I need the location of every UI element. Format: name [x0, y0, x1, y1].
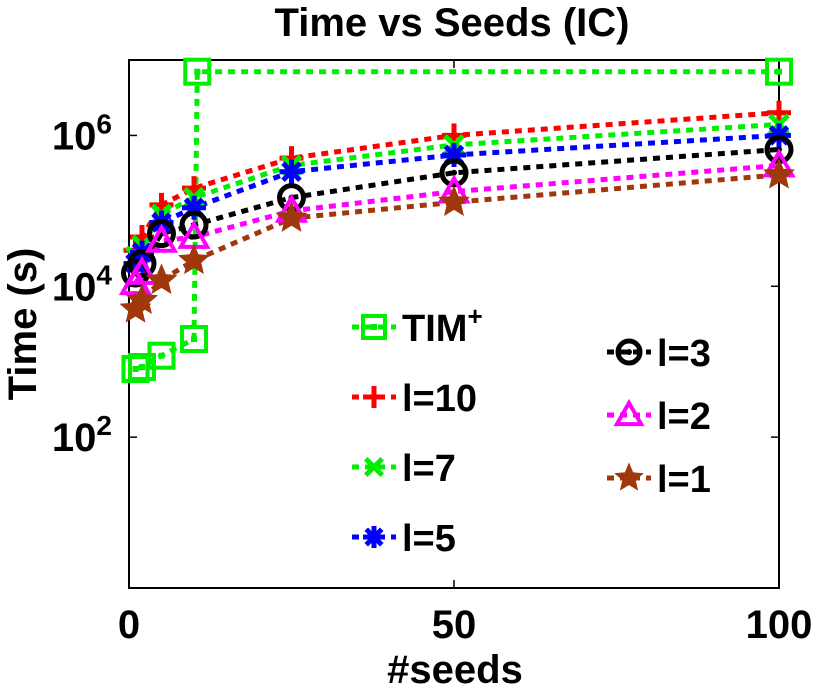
legend-label: l=3	[657, 333, 711, 375]
legend-entry: l=2	[607, 396, 711, 438]
legend-entry: l=5	[352, 518, 456, 560]
data-point	[180, 325, 208, 354]
data-point	[614, 462, 644, 491]
x-tick-label: 50	[432, 603, 477, 647]
chart-title: Time vs Seeds (IC)	[275, 1, 630, 45]
data-point	[145, 263, 178, 294]
data-point	[147, 341, 176, 370]
legend-label: l=1	[657, 459, 711, 501]
y-tick-label: 104	[52, 259, 113, 309]
data-point	[437, 185, 471, 216]
y-tick-label: 106	[52, 108, 112, 158]
data-point	[361, 314, 387, 340]
y-axis-label: Time (s)	[1, 248, 45, 401]
legend-entry: l=1	[607, 459, 711, 501]
data-point	[762, 157, 796, 189]
legend-entry: l=3	[607, 333, 711, 375]
legend: TIM+ l=10 l=7 l=5 l=3 l=2 l=1	[352, 301, 711, 560]
legend-label: l=5	[402, 518, 456, 560]
legend-entry: l=7	[352, 448, 456, 490]
data-point	[279, 159, 304, 184]
legend-entry: l=10	[352, 378, 477, 420]
data-point	[767, 100, 791, 125]
legend-label: TIM+	[402, 301, 483, 350]
data-point	[363, 386, 385, 408]
data-point	[144, 223, 179, 253]
axis-ticks: 0 50 100 102 104 106	[52, 60, 812, 647]
legend-label: l=2	[657, 396, 711, 438]
y-tick-label: 102	[52, 410, 112, 460]
series-markers	[118, 57, 796, 384]
data-point	[363, 526, 385, 548]
data-point	[363, 456, 385, 478]
data-point	[275, 201, 308, 232]
legend-entry: TIM+	[352, 301, 483, 350]
x-axis-label: #seeds	[387, 648, 523, 691]
data-point	[125, 283, 159, 315]
data-point	[177, 243, 211, 275]
data-point	[613, 398, 645, 427]
data-point	[765, 57, 793, 86]
data-point	[125, 255, 159, 285]
legend-label: l=10	[402, 378, 477, 420]
x-tick-label: 0	[118, 603, 140, 647]
data-point	[183, 57, 212, 86]
x-tick-label: 100	[746, 603, 813, 647]
data-point	[615, 338, 643, 366]
data-point	[439, 158, 469, 188]
legend-label: l=7	[402, 448, 456, 490]
